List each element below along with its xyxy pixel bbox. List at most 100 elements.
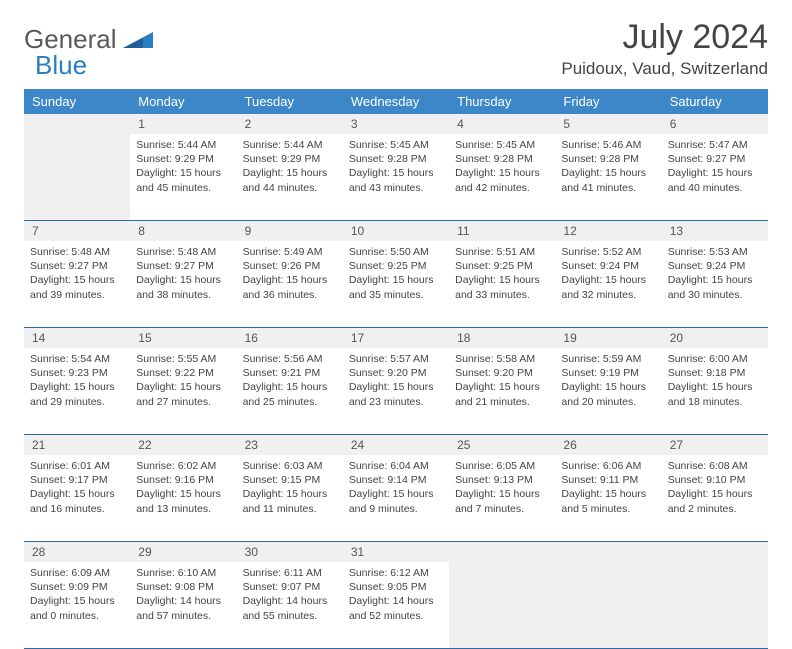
daylight-text-1: Daylight: 15 hours — [561, 487, 655, 501]
day-cell: Sunrise: 5:48 AMSunset: 9:27 PMDaylight:… — [130, 241, 236, 327]
day-number: 30 — [237, 542, 343, 562]
daylight-text-2: and 0 minutes. — [30, 609, 124, 623]
day-number: 10 — [343, 221, 449, 241]
sunset-text: Sunset: 9:18 PM — [668, 366, 762, 380]
sunset-text: Sunset: 9:28 PM — [349, 152, 443, 166]
day-number: 28 — [24, 542, 130, 562]
day-cell: Sunrise: 6:02 AMSunset: 9:16 PMDaylight:… — [130, 455, 236, 541]
daylight-text-2: and 43 minutes. — [349, 181, 443, 195]
sunrise-text: Sunrise: 6:05 AM — [455, 459, 549, 473]
week-block: 28293031...Sunrise: 6:09 AMSunset: 9:09 … — [24, 542, 768, 649]
daylight-text-2: and 7 minutes. — [455, 502, 549, 516]
day-cell: Sunrise: 5:44 AMSunset: 9:29 PMDaylight:… — [130, 134, 236, 220]
day-cell: Sunrise: 5:54 AMSunset: 9:23 PMDaylight:… — [24, 348, 130, 434]
day-number: 17 — [343, 328, 449, 348]
day-content-row: Sunrise: 5:44 AMSunset: 9:29 PMDaylight:… — [24, 134, 768, 220]
sunset-text: Sunset: 9:13 PM — [455, 473, 549, 487]
day-number: 1 — [130, 114, 236, 134]
sunrise-text: Sunrise: 6:02 AM — [136, 459, 230, 473]
month-title: July 2024 — [561, 18, 768, 57]
week-block: 14151617181920Sunrise: 5:54 AMSunset: 9:… — [24, 328, 768, 435]
week-block: 21222324252627Sunrise: 6:01 AMSunset: 9:… — [24, 435, 768, 542]
sunset-text: Sunset: 9:26 PM — [243, 259, 337, 273]
day-cell: Sunrise: 6:11 AMSunset: 9:07 PMDaylight:… — [237, 562, 343, 648]
daylight-text-1: Daylight: 15 hours — [561, 166, 655, 180]
sunrise-text: Sunrise: 5:52 AM — [561, 245, 655, 259]
sunrise-text: Sunrise: 5:51 AM — [455, 245, 549, 259]
day-cell: Sunrise: 5:48 AMSunset: 9:27 PMDaylight:… — [24, 241, 130, 327]
sunrise-text: Sunrise: 5:44 AM — [243, 138, 337, 152]
weeks-container: .123456Sunrise: 5:44 AMSunset: 9:29 PMDa… — [24, 114, 768, 649]
daylight-text-1: Daylight: 15 hours — [30, 273, 124, 287]
day-cell: Sunrise: 6:08 AMSunset: 9:10 PMDaylight:… — [662, 455, 768, 541]
sunset-text: Sunset: 9:27 PM — [30, 259, 124, 273]
daylight-text-2: and 23 minutes. — [349, 395, 443, 409]
day-cell: Sunrise: 6:03 AMSunset: 9:15 PMDaylight:… — [237, 455, 343, 541]
sunrise-text: Sunrise: 5:45 AM — [455, 138, 549, 152]
weekday-header: Monday — [130, 89, 236, 114]
daylight-text-2: and 33 minutes. — [455, 288, 549, 302]
day-number: 4 — [449, 114, 555, 134]
daylight-text-2: and 41 minutes. — [561, 181, 655, 195]
sunrise-text: Sunrise: 5:46 AM — [561, 138, 655, 152]
daylight-text-2: and 38 minutes. — [136, 288, 230, 302]
daylight-text-1: Daylight: 15 hours — [243, 487, 337, 501]
sunrise-text: Sunrise: 6:12 AM — [349, 566, 443, 580]
day-number: 24 — [343, 435, 449, 455]
day-cell: Sunrise: 6:05 AMSunset: 9:13 PMDaylight:… — [449, 455, 555, 541]
sunrise-text: Sunrise: 6:00 AM — [668, 352, 762, 366]
week-block: .123456Sunrise: 5:44 AMSunset: 9:29 PMDa… — [24, 114, 768, 221]
day-cell: Sunrise: 5:45 AMSunset: 9:28 PMDaylight:… — [343, 134, 449, 220]
day-number: 27 — [662, 435, 768, 455]
sunrise-text: Sunrise: 5:48 AM — [136, 245, 230, 259]
sunrise-text: Sunrise: 5:58 AM — [455, 352, 549, 366]
daylight-text-2: and 16 minutes. — [30, 502, 124, 516]
title-block: July 2024 Puidoux, Vaud, Switzerland — [561, 18, 768, 79]
sunset-text: Sunset: 9:28 PM — [455, 152, 549, 166]
sunset-text: Sunset: 9:24 PM — [668, 259, 762, 273]
daylight-text-1: Daylight: 15 hours — [349, 273, 443, 287]
daylight-text-2: and 32 minutes. — [561, 288, 655, 302]
daylight-text-1: Daylight: 15 hours — [243, 166, 337, 180]
day-number: 7 — [24, 221, 130, 241]
daylight-text-1: Daylight: 14 hours — [136, 594, 230, 608]
sunrise-text: Sunrise: 5:45 AM — [349, 138, 443, 152]
daylight-text-1: Daylight: 15 hours — [136, 380, 230, 394]
daylight-text-2: and 18 minutes. — [668, 395, 762, 409]
sunrise-text: Sunrise: 6:11 AM — [243, 566, 337, 580]
sunset-text: Sunset: 9:22 PM — [136, 366, 230, 380]
daylight-text-1: Daylight: 14 hours — [349, 594, 443, 608]
day-number-row: 28293031... — [24, 542, 768, 562]
day-number: 6 — [662, 114, 768, 134]
daylight-text-2: and 27 minutes. — [136, 395, 230, 409]
daylight-text-2: and 57 minutes. — [136, 609, 230, 623]
day-cell: Sunrise: 6:10 AMSunset: 9:08 PMDaylight:… — [130, 562, 236, 648]
sunrise-text: Sunrise: 6:09 AM — [30, 566, 124, 580]
sunrise-text: Sunrise: 5:48 AM — [30, 245, 124, 259]
sunrise-text: Sunrise: 5:55 AM — [136, 352, 230, 366]
daylight-text-2: and 2 minutes. — [668, 502, 762, 516]
day-number: 8 — [130, 221, 236, 241]
daylight-text-1: Daylight: 15 hours — [136, 487, 230, 501]
daylight-text-2: and 29 minutes. — [30, 395, 124, 409]
day-cell: Sunrise: 6:04 AMSunset: 9:14 PMDaylight:… — [343, 455, 449, 541]
daylight-text-1: Daylight: 15 hours — [455, 487, 549, 501]
daylight-text-1: Daylight: 15 hours — [561, 273, 655, 287]
sunset-text: Sunset: 9:17 PM — [30, 473, 124, 487]
weekday-header-row: SundayMondayTuesdayWednesdayThursdayFrid… — [24, 89, 768, 114]
sunset-text: Sunset: 9:23 PM — [30, 366, 124, 380]
sunrise-text: Sunrise: 6:06 AM — [561, 459, 655, 473]
sunrise-text: Sunrise: 6:04 AM — [349, 459, 443, 473]
daylight-text-2: and 55 minutes. — [243, 609, 337, 623]
logo-text-blue: Blue — [35, 50, 87, 81]
daylight-text-1: Daylight: 15 hours — [455, 273, 549, 287]
sunrise-text: Sunrise: 6:10 AM — [136, 566, 230, 580]
sunrise-text: Sunrise: 6:03 AM — [243, 459, 337, 473]
sunset-text: Sunset: 9:15 PM — [243, 473, 337, 487]
day-number: 19 — [555, 328, 661, 348]
sunset-text: Sunset: 9:05 PM — [349, 580, 443, 594]
day-cell: Sunrise: 5:55 AMSunset: 9:22 PMDaylight:… — [130, 348, 236, 434]
day-number-row: 14151617181920 — [24, 328, 768, 348]
day-number: 16 — [237, 328, 343, 348]
daylight-text-1: Daylight: 15 hours — [243, 380, 337, 394]
